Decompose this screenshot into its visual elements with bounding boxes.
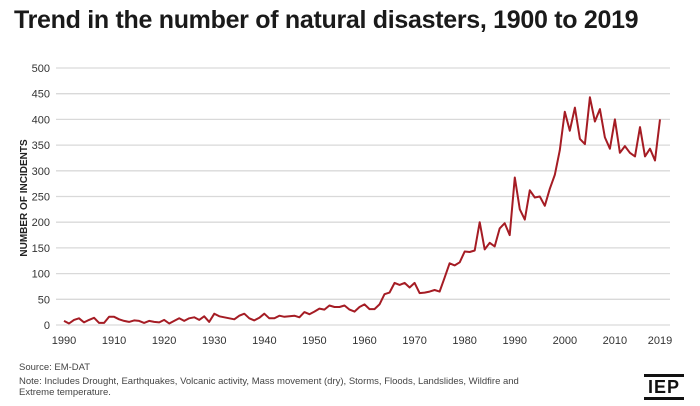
y-axis-label: NUMBER OF INCIDENTS — [19, 139, 30, 257]
x-tick-label: 1930 — [202, 335, 226, 347]
x-tick-label: 2010 — [603, 335, 627, 347]
y-tick-label: 0 — [44, 320, 50, 332]
y-tick-label: 400 — [32, 114, 50, 126]
x-tick-label: 1920 — [152, 335, 176, 347]
x-tick-label: 2019 — [648, 335, 672, 347]
x-tick-label: 1990 — [52, 335, 76, 347]
y-tick-label: 500 — [32, 63, 50, 75]
y-tick-label: 250 — [32, 192, 50, 204]
logo-text: IEP — [647, 377, 680, 397]
x-tick-label: 1960 — [352, 335, 376, 347]
x-tick-label: 1910 — [102, 335, 126, 347]
y-tick-label: 450 — [32, 89, 50, 101]
y-tick-label: 300 — [32, 166, 50, 178]
x-tick-label: 2000 — [553, 335, 577, 347]
note-text: Note: Includes Drought, Earthquakes, Vol… — [19, 376, 519, 398]
y-tick-label: 150 — [32, 243, 50, 255]
iep-logo: IEP — [644, 374, 684, 400]
x-tick-label: 1980 — [452, 335, 476, 347]
source-text: Source: EM-DAT — [19, 362, 91, 373]
chart-title: Trend in the number of natural disasters… — [14, 6, 639, 34]
x-tick-label: 1990 — [503, 335, 527, 347]
y-tick-label: 50 — [38, 294, 50, 306]
y-tick-label: 350 — [32, 140, 50, 152]
series-line — [63, 96, 661, 325]
x-tick-label: 1970 — [402, 335, 426, 347]
line-chart: 0 50 100 150 200 250 300 350 400 450 500 1990 1910 1… — [19, 63, 672, 347]
y-tick-label: 100 — [32, 269, 50, 281]
x-tick-label: 1940 — [252, 335, 276, 347]
x-tick-label: 1950 — [302, 335, 326, 347]
y-tick-label: 200 — [32, 217, 50, 229]
